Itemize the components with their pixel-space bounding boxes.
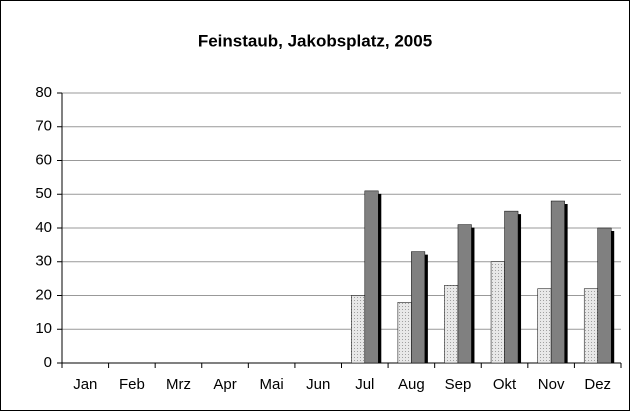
bar <box>411 251 426 364</box>
x-tick-label: Aug <box>398 376 425 393</box>
x-tick-label: Okt <box>493 376 517 393</box>
y-tick-label: 60 <box>35 151 52 168</box>
bar <box>583 288 598 364</box>
y-tick-label: 0 <box>44 354 52 371</box>
x-tick-label: Dez <box>584 376 611 393</box>
bar <box>550 200 565 364</box>
y-tick-label: 70 <box>35 118 52 135</box>
y-tick-label: 80 <box>35 84 52 101</box>
bar <box>490 261 505 364</box>
x-tick-label: Nov <box>538 376 565 393</box>
x-tick-label: Apr <box>213 376 236 393</box>
chart-title: Feinstaub, Jakobsplatz, 2005 <box>198 31 432 50</box>
y-tick-label: 50 <box>35 185 52 202</box>
bar <box>537 288 552 364</box>
bar <box>351 295 366 364</box>
bar <box>597 227 612 364</box>
bar <box>504 210 519 364</box>
x-tick-label: Sep <box>445 376 472 393</box>
bar <box>364 190 379 364</box>
x-tick-label: Mrz <box>166 376 191 393</box>
bar <box>397 302 412 364</box>
x-tick-label: Mai <box>260 376 284 393</box>
y-tick-label: 40 <box>35 219 52 236</box>
bar <box>457 224 472 364</box>
y-tick-label: 30 <box>35 253 52 270</box>
x-tick-label: Jul <box>355 376 374 393</box>
x-tick-label: Feb <box>119 376 145 393</box>
x-tick-label: Jun <box>306 376 330 393</box>
x-tick-label: Jan <box>73 376 97 393</box>
y-tick-label: 10 <box>35 320 52 337</box>
bar <box>444 285 459 364</box>
y-tick-label: 20 <box>35 286 52 303</box>
